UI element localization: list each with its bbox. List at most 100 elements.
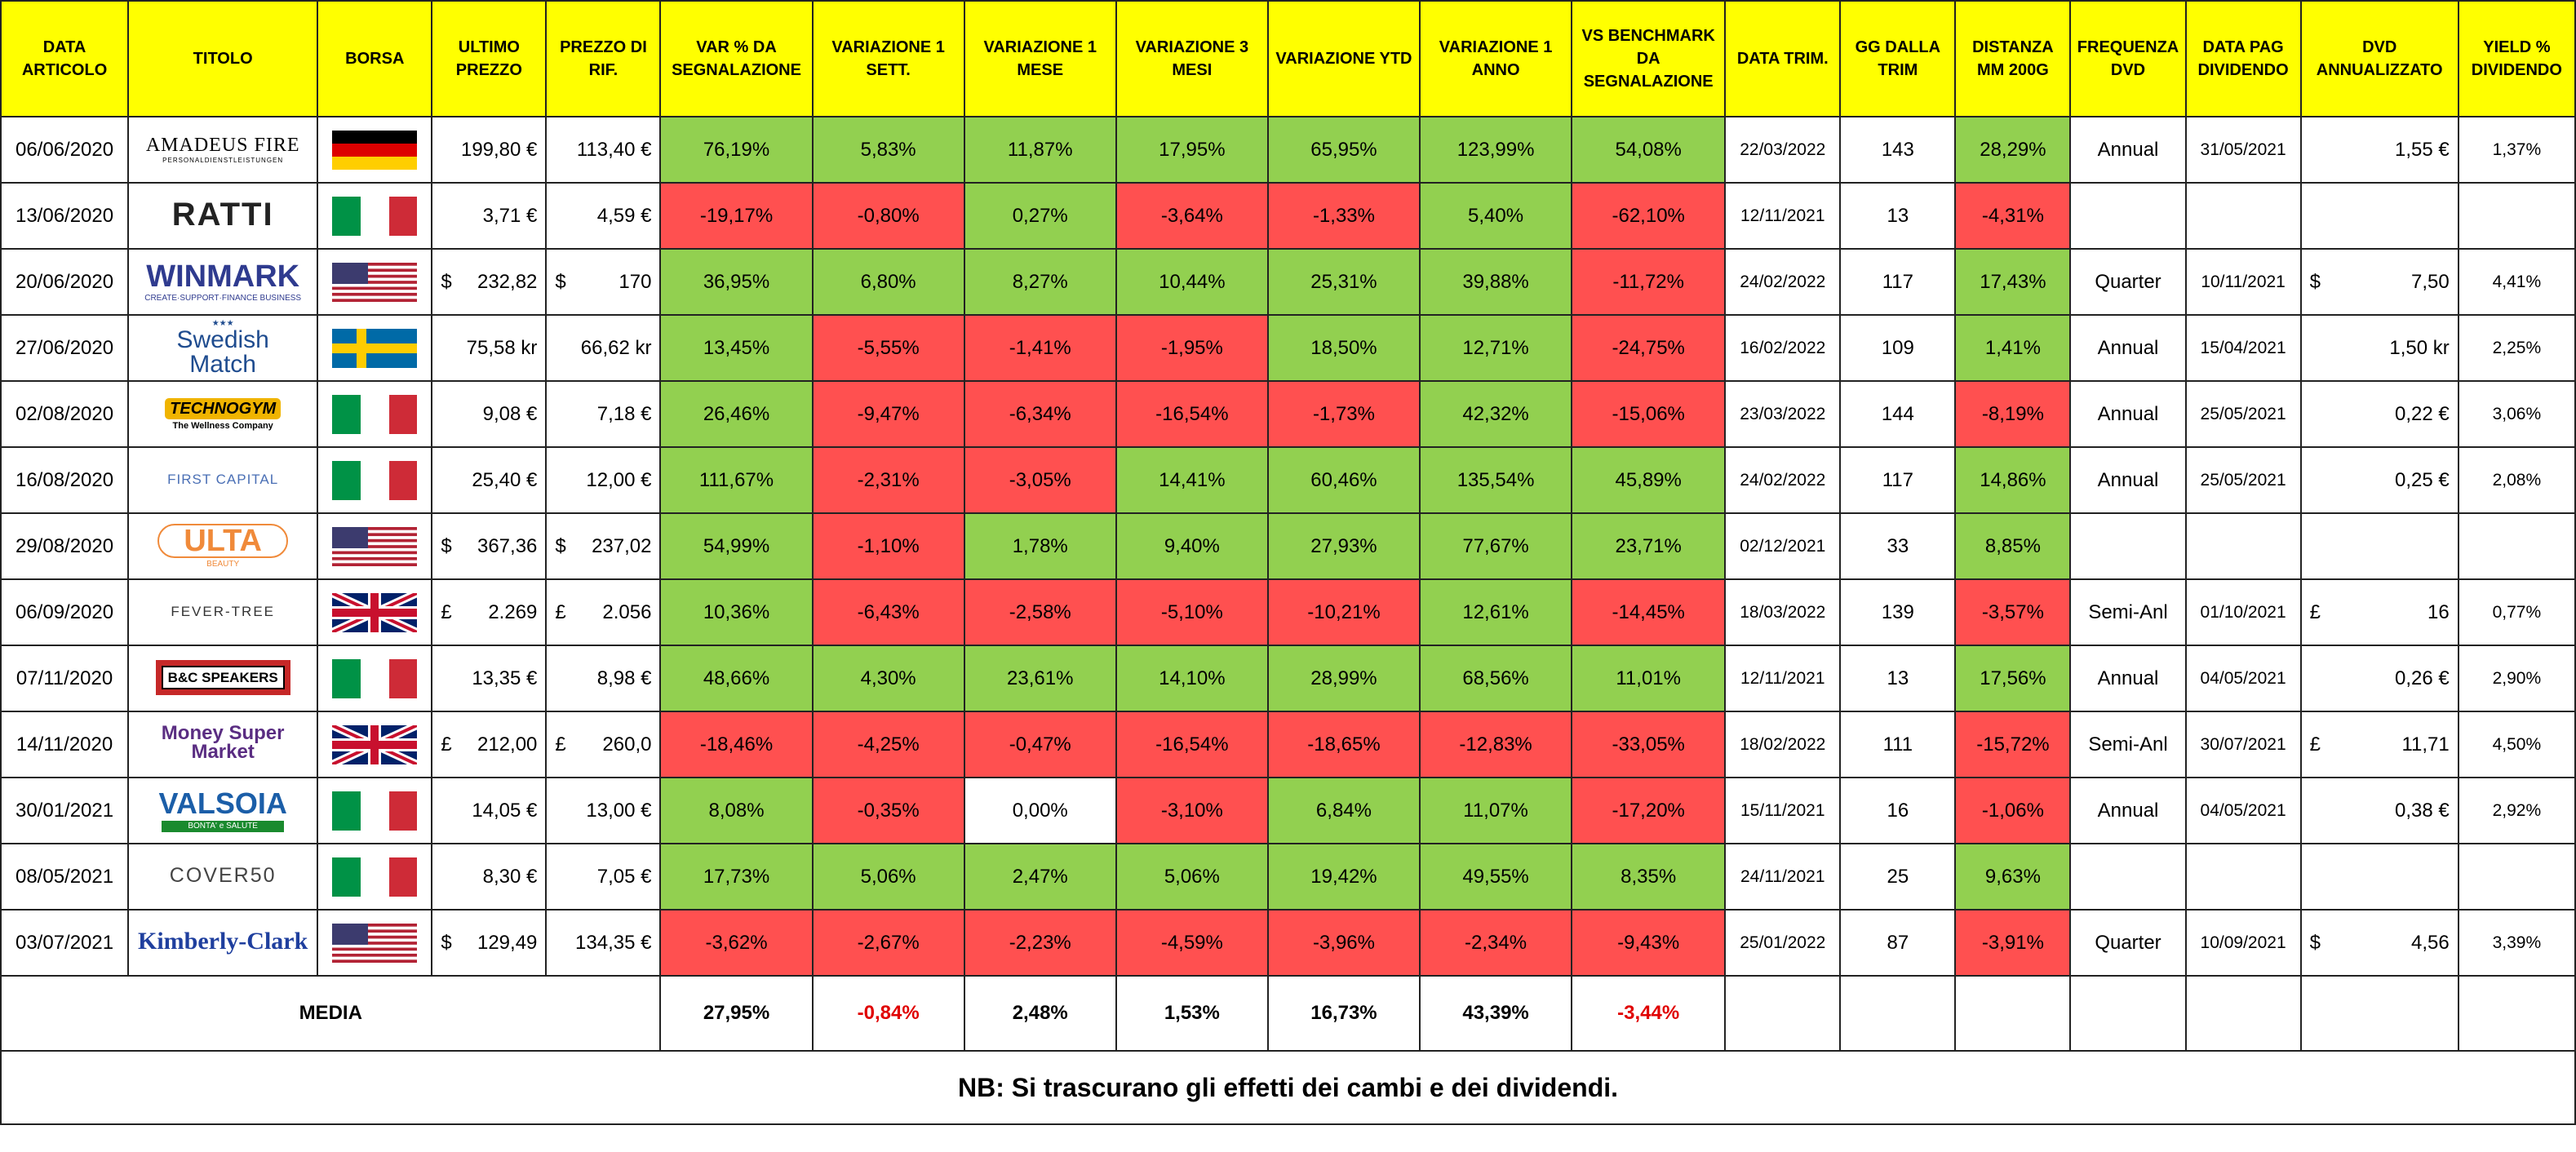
- reference-price: 134,35 €: [545, 909, 662, 977]
- distance-ma200: -3,91%: [1954, 909, 2072, 977]
- table-row: 16/08/2020 FIRST CAPITAL 25,40 €12,00 €111…: [0, 446, 2576, 514]
- change-w1: -1,10%: [811, 512, 965, 580]
- change-w1: 5,06%: [811, 843, 965, 911]
- company-logo: WINMARK CREATE·SUPPORT·FINANCE BUSINESS: [137, 258, 308, 307]
- company-logo: B&C SPEAKERS: [137, 654, 308, 703]
- change-w1: -2,67%: [811, 909, 965, 977]
- annual-dividend: 1,55 €: [2299, 116, 2459, 184]
- days-since-quarter: 117: [1839, 446, 1957, 514]
- dividend-frequency: Annual: [2069, 314, 2187, 382]
- company-logo-tagline: PERSONALDIENSTLEISTUNGEN: [162, 157, 284, 164]
- change-w1: -5,55%: [811, 314, 965, 382]
- annual-dividend: [2299, 512, 2459, 580]
- stock-table: DATA ARTICOLO TITOLO BORSA ULTIMO PREZZO PRE…: [0, 0, 2576, 1125]
- company-logo-tagline: BONTA' e SALUTE: [162, 821, 284, 832]
- company-logo-cell: ULTA BEAUTY: [127, 512, 319, 580]
- company-logo: FIRST CAPITAL: [137, 456, 308, 505]
- dividend-frequency: [2069, 843, 2187, 911]
- exchange-flag-cell: [317, 380, 433, 448]
- change-w1: -6,43%: [811, 578, 965, 646]
- change-w1: -0,80%: [811, 182, 965, 250]
- article-date: 20/06/2020: [0, 248, 130, 316]
- last-price: $232,82: [431, 248, 548, 316]
- avg-m1: 2,48%: [963, 975, 1117, 1052]
- usa-flag-icon: [332, 526, 418, 566]
- distance-ma200: 28,29%: [1954, 116, 2072, 184]
- reference-price: £2.056: [545, 578, 662, 646]
- change-w1: -4,25%: [811, 711, 965, 778]
- annual-dividend: $7,50: [2299, 248, 2459, 316]
- change-m1: -0,47%: [963, 711, 1117, 778]
- change-y1: 5,40%: [1419, 182, 1573, 250]
- change-var: -3,62%: [659, 909, 814, 977]
- dividend-pay-date: 04/05/2021: [2184, 777, 2302, 844]
- days-since-quarter: 117: [1839, 248, 1957, 316]
- dividend-frequency: Annual: [2069, 116, 2187, 184]
- change-ytd: -1,73%: [1266, 380, 1421, 448]
- company-logo-text: ULTA: [157, 524, 288, 558]
- avg-m3: 1,53%: [1115, 975, 1269, 1052]
- company-logo: ULTA BEAUTY: [137, 522, 308, 571]
- change-var: -18,46%: [659, 711, 814, 778]
- change-var: 26,46%: [659, 380, 814, 448]
- currency-symbol: £: [2309, 733, 2321, 755]
- reference-price-value: 260,0: [602, 733, 652, 755]
- dividend-yield: [2457, 843, 2576, 911]
- company-logo-cell: VALSOIA BONTA' e SALUTE: [127, 777, 319, 844]
- change-m3: -1,95%: [1115, 314, 1269, 382]
- table-row: 08/05/2021 COVER50 8,30 €7,05 €17,73% 5,06%…: [0, 843, 2576, 911]
- distance-ma200: 8,85%: [1954, 512, 2072, 580]
- uk-flag-icon: [332, 724, 418, 764]
- change-m3: -16,54%: [1115, 380, 1269, 448]
- company-logo-text: FIRST CAPITAL: [167, 471, 279, 487]
- column-header: DISTANZA MM 200G: [1954, 0, 2072, 117]
- italy-flag-icon: [332, 791, 418, 831]
- avg-empty: [1954, 975, 2072, 1052]
- last-price: $129,49: [431, 909, 548, 977]
- currency-symbol: £: [2309, 600, 2321, 623]
- change-bench: -14,45%: [1571, 578, 1727, 646]
- avg-empty: [2299, 975, 2459, 1052]
- reference-price-value: 237,02: [592, 534, 652, 557]
- days-since-quarter: 33: [1839, 512, 1957, 580]
- change-bench: -9,43%: [1571, 909, 1727, 977]
- change-bench: 11,01%: [1571, 645, 1727, 712]
- dividend-pay-date: 10/09/2021: [2184, 909, 2302, 977]
- reference-price: $237,02: [545, 512, 662, 580]
- table-row: 29/08/2020 ULTA BEAUTY $367,36 $237,02 54,99%…: [0, 512, 2576, 580]
- company-logo-cell: B&C SPEAKERS: [127, 645, 319, 712]
- reference-price: 7,18 €: [545, 380, 662, 448]
- avg-y1: 43,39%: [1419, 975, 1573, 1052]
- article-date: 03/07/2021: [0, 909, 130, 977]
- change-y1: 39,88%: [1419, 248, 1573, 316]
- exchange-flag-cell: [317, 512, 433, 580]
- company-logo: FEVER-TREE: [137, 588, 308, 637]
- company-logo-cell: COVER50: [127, 843, 319, 911]
- last-price-value: 212,00: [477, 733, 538, 755]
- days-since-quarter: 139: [1839, 578, 1957, 646]
- column-header: VS BENCHMARK DA SEGNALAZIONE: [1571, 0, 1727, 117]
- company-logo-tagline: CREATE·SUPPORT·FINANCE BUSINESS: [144, 294, 302, 303]
- company-logo-cell: Kimberly-Clark: [127, 909, 319, 977]
- reference-price: 7,05 €: [545, 843, 662, 911]
- annual-dividend: [2299, 843, 2459, 911]
- company-logo-cell: Money Super Market: [127, 711, 319, 778]
- change-ytd: 6,84%: [1266, 777, 1421, 844]
- change-var: 17,73%: [659, 843, 814, 911]
- change-var: 13,45%: [659, 314, 814, 382]
- dividend-yield: 2,90%: [2457, 645, 2576, 712]
- change-m1: -2,58%: [963, 578, 1117, 646]
- exchange-flag-cell: [317, 777, 433, 844]
- change-w1: 5,83%: [811, 116, 965, 184]
- change-bench: -17,20%: [1571, 777, 1727, 844]
- company-logo-text: Kimberly-Clark: [138, 928, 308, 955]
- article-date: 29/08/2020: [0, 512, 130, 580]
- footnote: NB: Si trascurano gli effetti dei cambi …: [0, 1050, 2576, 1125]
- company-logo-text: TECHNOGYM: [165, 397, 282, 419]
- change-var: 111,67%: [659, 446, 814, 514]
- column-header: DATA ARTICOLO: [0, 0, 130, 117]
- change-ytd: 65,95%: [1266, 116, 1421, 184]
- avg-empty: [1839, 975, 1957, 1052]
- reference-price: 66,62 kr: [545, 314, 662, 382]
- last-price: 14,05 €: [431, 777, 548, 844]
